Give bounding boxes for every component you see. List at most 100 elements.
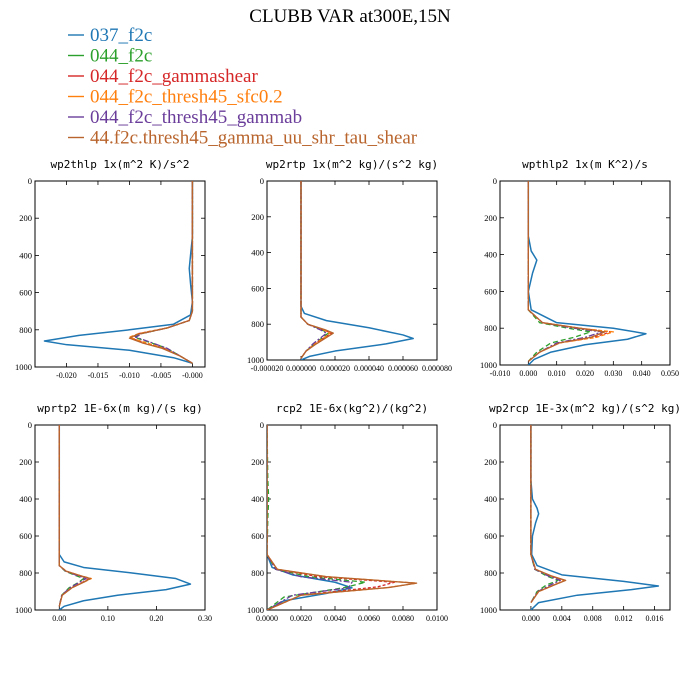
- panel-2: wp2rtp 1x(m^2 kg)/(s^2 kg)0 200 400 600 800 1…: [247, 158, 452, 373]
- plot-frame: [34, 424, 206, 611]
- legend-label: 44.f2c.thresh45_gamma_uu_shr_tau_shear: [90, 128, 418, 149]
- series-line: [527, 181, 614, 362]
- legend-label: 044_f2c_thresh45_gammab: [90, 107, 302, 128]
- panel-title: wp2rtp 1x(m^2 kg)/(s^2 kg): [266, 158, 438, 171]
- legend-label: 044_f2c: [90, 46, 152, 67]
- y-tick-label: 200: [484, 213, 497, 223]
- x-tick-label: 0.0060: [358, 614, 380, 623]
- y-tick-label: 600: [484, 531, 497, 541]
- panel-title: wp2rcp 1E-3x(m^2 kg)/(s^2 kg): [489, 402, 681, 415]
- x-tick-label: -0.015: [88, 371, 109, 380]
- series-line: [530, 425, 561, 603]
- legend-item: 044_f2c_thresh45_gammab: [68, 107, 302, 128]
- y-tick-label: 400: [251, 248, 264, 258]
- series-group: [530, 425, 660, 610]
- series-line: [300, 181, 328, 359]
- y-tick-label: 200: [251, 212, 264, 222]
- y-tick-label: 200: [484, 457, 497, 467]
- y-tick-label: 600: [19, 531, 32, 541]
- y-tick-label: 200: [251, 457, 264, 467]
- x-tick-label: 0.10: [101, 614, 115, 623]
- series-group: [267, 425, 418, 610]
- y-tick-label: 400: [251, 494, 264, 504]
- y-tick-label: 0: [28, 420, 32, 430]
- x-tick-label: 0.010: [548, 369, 566, 378]
- y-tick-label: 600: [484, 286, 497, 296]
- x-tick-label: -0.010: [119, 371, 140, 380]
- plot-frame: [499, 180, 671, 366]
- series-line: [527, 181, 603, 362]
- y-tick-label: 800: [19, 568, 32, 578]
- legend-item: 037_f2c: [68, 25, 152, 46]
- series-line: [527, 181, 647, 365]
- series-line: [530, 425, 660, 610]
- x-tick-label: 0.020: [576, 369, 594, 378]
- series-line: [128, 181, 194, 364]
- panel-title: rcp2 1E-6x(kg^2)/(kg^2): [276, 402, 428, 415]
- panel-title: wpthlp2 1x(m K^2)/s: [522, 158, 648, 171]
- figure-title: CLUBB VAR at300E,15N: [249, 6, 451, 27]
- y-tick-label: 200: [19, 457, 32, 467]
- y-tick-label: 0: [260, 420, 264, 430]
- series-line: [130, 181, 194, 364]
- series-line: [300, 181, 329, 359]
- panel-4: wprtp2 1E-6x(m kg)/(s kg) 0 200 400 600 800 10…: [15, 402, 212, 623]
- series-line: [300, 181, 331, 359]
- series-group: [527, 181, 647, 365]
- y-tick-label: 800: [484, 323, 497, 333]
- series-line: [135, 181, 194, 364]
- x-tick-label: 0.00: [52, 614, 66, 623]
- series-line: [58, 425, 92, 607]
- y-tick-label: 400: [19, 494, 32, 504]
- x-tick-label: 0.0020: [290, 614, 312, 623]
- series-line: [267, 425, 367, 610]
- series-line: [267, 425, 418, 610]
- y-tick-label: 800: [484, 568, 497, 578]
- y-tick-label: 0: [493, 176, 497, 186]
- x-tick-label: 0.0000: [256, 614, 278, 623]
- legend-item: 044_f2c: [68, 46, 152, 67]
- series-line: [527, 181, 592, 362]
- series-line: [267, 425, 353, 610]
- x-tick-label: 0.20: [149, 614, 163, 623]
- y-tick-label: 0: [260, 176, 264, 186]
- y-tick-label: 1000: [247, 355, 264, 365]
- x-tick-label: -0.005: [151, 371, 172, 380]
- x-tick-label: 0.000060: [388, 364, 418, 373]
- x-tick-label: -0.000020: [251, 364, 284, 373]
- x-tick-label: 0.004: [553, 614, 571, 623]
- series-line: [530, 425, 567, 603]
- panel-3: wpthlp2 1x(m K^2)/s 0 200 400 600 800 1000-0.0…: [480, 158, 679, 378]
- x-tick-label: -0.010: [490, 369, 511, 378]
- y-tick-label: 800: [19, 325, 32, 335]
- series-line: [133, 181, 194, 364]
- legend-item: 044_f2c_thresh45_sfc0.2: [68, 87, 283, 108]
- x-tick-label: 0.012: [615, 614, 633, 623]
- y-tick-label: 1000: [480, 605, 497, 615]
- series-line: [300, 181, 414, 360]
- legend: 037_f2c044_f2c044_f2c_gammashear044_f2c_…: [68, 25, 418, 149]
- panel-title: wprtp2 1E-6x(m kg)/(s kg): [37, 402, 203, 415]
- plot-frame: [499, 424, 671, 611]
- legend-label: 044_f2c_gammashear: [90, 66, 258, 87]
- legend-label: 037_f2c: [90, 25, 152, 46]
- x-tick-label: 0.000020: [320, 364, 350, 373]
- series-line: [300, 181, 334, 359]
- y-tick-label: 800: [251, 319, 264, 329]
- x-tick-label: 0.000000: [286, 364, 316, 373]
- x-tick-label: 0.050: [661, 369, 679, 378]
- panel-5: rcp2 1E-6x(kg^2)/(kg^2) 0 200 400 600 800 1000…: [247, 402, 448, 623]
- panel-title: wp2thlp 1x(m^2 K)/s^2: [50, 158, 189, 171]
- series-line: [58, 425, 192, 610]
- legend-label: 044_f2c_thresh45_sfc0.2: [90, 87, 283, 108]
- series-line: [43, 181, 194, 364]
- series-line: [530, 425, 559, 603]
- series-group: [300, 181, 414, 360]
- x-tick-label: 0.0100: [426, 614, 448, 623]
- legend-item: 44.f2c.thresh45_gamma_uu_shr_tau_shear: [68, 128, 418, 149]
- x-tick-label: -0.000: [182, 371, 203, 380]
- x-tick-label: 0.000: [519, 369, 537, 378]
- y-tick-label: 1000: [247, 605, 264, 615]
- x-tick-label: 0.016: [646, 614, 664, 623]
